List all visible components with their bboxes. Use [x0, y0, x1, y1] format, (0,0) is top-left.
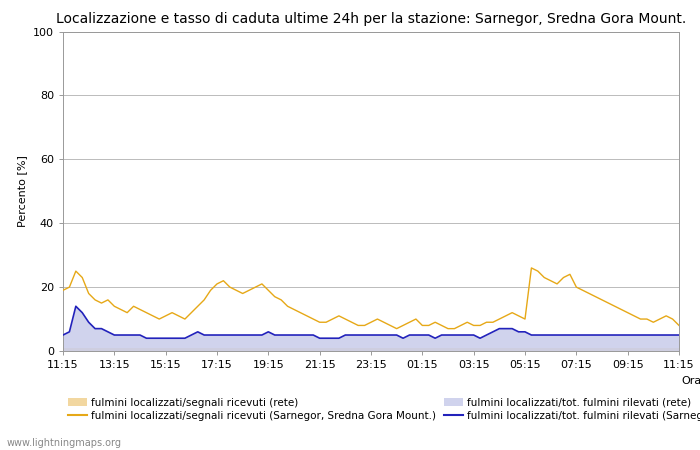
Legend: fulmini localizzati/segnali ricevuti (rete), fulmini localizzati/segnali ricevut: fulmini localizzati/segnali ricevuti (re…: [68, 398, 700, 421]
Y-axis label: Percento [%]: Percento [%]: [18, 155, 27, 227]
Title: Localizzazione e tasso di caduta ultime 24h per la stazione: Sarnegor, Sredna Go: Localizzazione e tasso di caduta ultime …: [56, 12, 686, 26]
Text: www.lightningmaps.org: www.lightningmaps.org: [7, 438, 122, 448]
Text: Orario: Orario: [682, 376, 700, 386]
